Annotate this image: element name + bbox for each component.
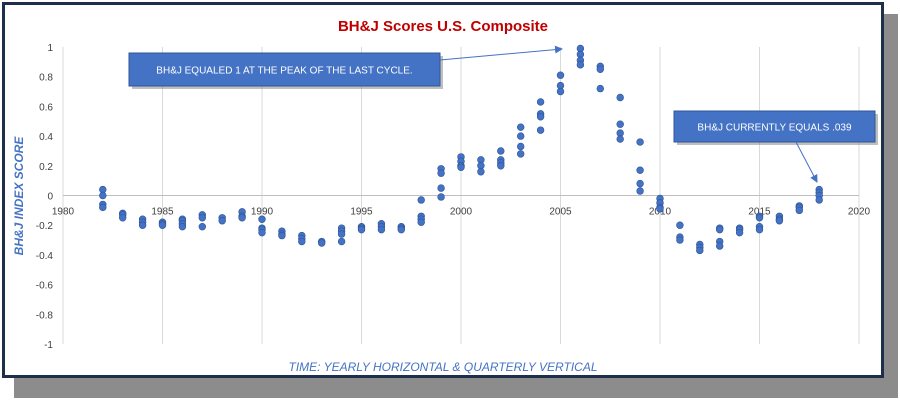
data-point [278, 231, 286, 240]
y-tick-label: -0.2 [36, 221, 54, 232]
x-tick-label: 1985 [151, 207, 174, 218]
data-point [158, 221, 167, 229]
y-tick-label: 0.8 [39, 73, 53, 84]
data-point [556, 71, 565, 79]
y-axis-label: BH&J INDEX SCORE [12, 136, 26, 256]
data-points [99, 44, 823, 255]
data-point [457, 163, 465, 171]
data-point [516, 132, 525, 140]
data-point [556, 87, 565, 96]
callout-box [673, 110, 876, 143]
data-point [656, 205, 664, 213]
callout-arrow [795, 141, 818, 183]
x-tick-label: 1990 [251, 207, 274, 218]
data-point [318, 239, 326, 247]
data-point [198, 222, 207, 231]
data-point [755, 225, 764, 234]
data-point [795, 206, 803, 215]
y-tick-label: 1 [47, 43, 53, 54]
chart-title: BH&J Scores U.S. Composite [338, 18, 548, 35]
data-point [596, 65, 604, 73]
data-point [178, 222, 187, 231]
callout-box [128, 52, 441, 87]
data-point [118, 214, 127, 222]
x-axis-ticks: 198019851990199520002005201020152020 [52, 207, 871, 218]
data-point [516, 150, 525, 158]
annotations: BH&J EQUALED 1 AT THE PEAK OF THE LAST C… [128, 45, 878, 183]
data-point [636, 138, 644, 146]
data-point [238, 214, 246, 222]
data-point [576, 61, 585, 69]
data-point [636, 166, 644, 174]
callout-text: BH&J EQUALED 1 AT THE PEAK OF THE LAST C… [156, 66, 412, 77]
data-point [596, 84, 604, 93]
y-tick-label: -0.6 [36, 281, 54, 292]
data-point [715, 225, 724, 234]
x-axis-label: TIME: YEARLY HORIZONTAL & QUARTERLY VERT… [289, 360, 598, 374]
data-point [536, 98, 545, 106]
data-point [516, 123, 525, 131]
y-tick-label: -0.4 [36, 251, 54, 262]
x-tick-label: 2000 [450, 207, 473, 218]
data-point [616, 93, 624, 102]
data-point [676, 236, 684, 244]
data-point [417, 218, 425, 226]
annotation-callout: BH&J CURRENTLY EQUALS .039 [673, 110, 878, 183]
y-tick-label: 0.2 [39, 162, 53, 173]
callout-text: BH&J CURRENTLY EQUALS .039 [697, 123, 852, 134]
callout-arrow [439, 45, 563, 61]
data-point [337, 230, 346, 238]
x-tick-label: 1995 [350, 207, 373, 218]
data-point [357, 225, 366, 234]
data-point [516, 142, 525, 151]
data-point [437, 169, 445, 177]
y-tick-label: 0 [47, 192, 53, 203]
data-point [138, 221, 147, 229]
data-point [258, 215, 266, 223]
y-tick-label: 0.6 [39, 102, 53, 113]
y-tick-label: -1 [44, 340, 53, 351]
data-point [397, 225, 405, 234]
data-point [616, 120, 624, 128]
annotation-callout: BH&J EQUALED 1 AT THE PEAK OF THE LAST C… [128, 45, 563, 89]
data-point [437, 184, 445, 192]
data-point [696, 246, 704, 255]
x-tick-label: 2020 [848, 207, 871, 218]
data-point [735, 228, 744, 237]
data-point [497, 162, 505, 170]
data-point [775, 217, 784, 225]
data-point [99, 203, 107, 212]
data-point [616, 135, 624, 143]
data-point [99, 191, 107, 200]
data-point [258, 228, 266, 237]
data-point [417, 196, 425, 204]
data-point [676, 221, 684, 229]
data-point [715, 242, 724, 250]
y-tick-label: -0.8 [36, 310, 54, 321]
x-tick-label: 1980 [52, 207, 75, 218]
data-point [497, 147, 505, 155]
y-axis-ticks: 1 0.8 0.6 0.4 0.2 0 -0.2 -0.4 -0.6 -0.8 -1 [36, 43, 54, 351]
data-point [477, 168, 485, 176]
data-point [536, 126, 545, 134]
data-point [636, 179, 644, 188]
data-point [337, 237, 346, 246]
data-point [218, 217, 226, 225]
x-tick-label: 2005 [549, 207, 572, 218]
y-tick-label: 0.4 [39, 132, 53, 143]
x-tick-label: 2015 [748, 207, 771, 218]
data-point [298, 237, 306, 246]
data-point [437, 193, 445, 201]
data-point [815, 196, 823, 204]
data-point [536, 113, 545, 121]
data-point [755, 214, 764, 222]
data-point [636, 187, 644, 195]
data-point [377, 225, 386, 234]
data-point [198, 214, 207, 222]
